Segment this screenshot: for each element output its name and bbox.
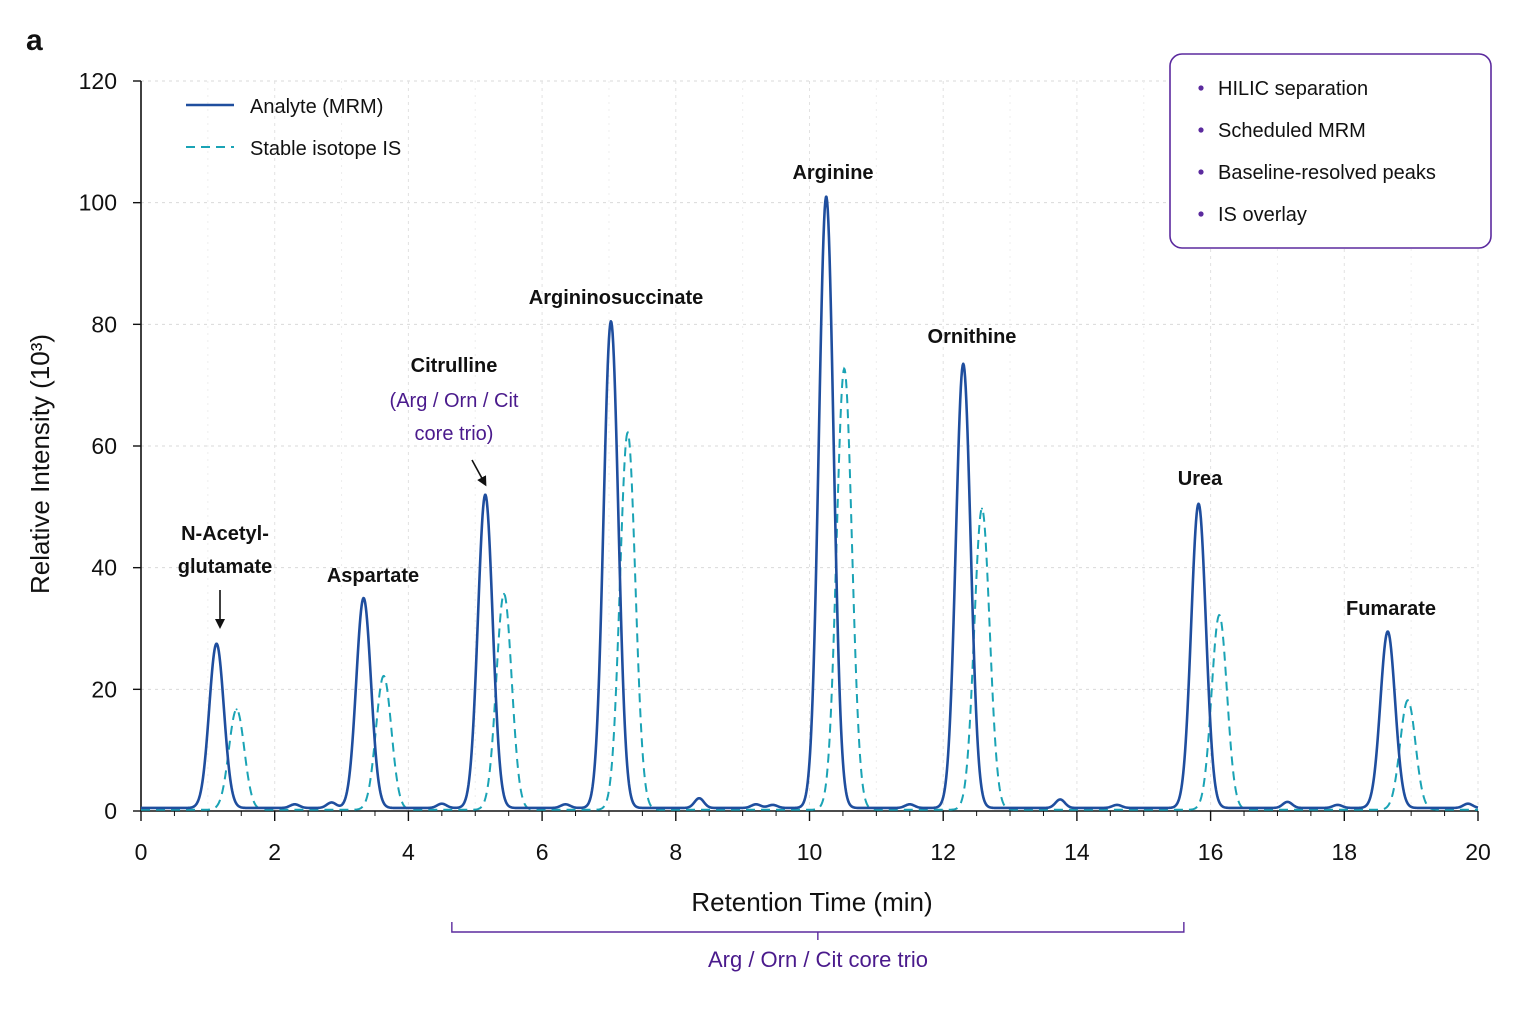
x-tick-label: 4 xyxy=(402,839,415,865)
x-tick-label: 12 xyxy=(930,839,956,865)
is-peak-point xyxy=(980,507,983,510)
is-peak-point xyxy=(382,674,385,677)
peak-label: glutamate xyxy=(178,556,272,578)
x-tick-label: 18 xyxy=(1332,839,1358,865)
axes: 0 20 40 60 80 100 120 0 2 4 6 8 10 12 14 16 18 20 xyxy=(79,68,1491,865)
peak-label: Arginine xyxy=(792,162,873,184)
x-tick-label: 0 xyxy=(135,839,148,865)
callout-item: IS overlay xyxy=(1218,204,1307,226)
panel-label: a xyxy=(26,24,43,57)
peak-label: Argininosuccinate xyxy=(529,287,703,309)
peak-label: Aspartate xyxy=(327,565,419,587)
callout-item: HILIC separation xyxy=(1218,78,1368,100)
callout-bullet xyxy=(1198,211,1204,217)
analyte-peak-point xyxy=(1197,502,1200,505)
grid xyxy=(141,80,1479,811)
peak-label: Ornithine xyxy=(928,326,1017,348)
bracket-label: Arg / Orn / Cit core trio xyxy=(708,947,928,972)
y-tick-label: 100 xyxy=(79,190,117,216)
y-axis-title: Relative Intensity (10³) xyxy=(25,334,55,594)
peak-label: N-Acetyl- xyxy=(181,523,269,545)
callout-bullet xyxy=(1198,169,1204,175)
x-tick-label: 20 xyxy=(1465,839,1491,865)
x-tick-label: 10 xyxy=(797,839,823,865)
analyte-peak-point xyxy=(215,642,218,645)
peak-labels: N-Acetyl-glutamate Aspartate Citrulline (Ar… xyxy=(178,162,1436,629)
callout-item: Baseline-resolved peaks xyxy=(1218,162,1436,184)
peak-label: Citrulline xyxy=(411,355,498,377)
legend: Analyte (MRM) Stable isotope IS xyxy=(186,96,401,160)
analyte-peak-point xyxy=(825,195,828,198)
x-axis-title: Retention Time (min) xyxy=(691,887,932,917)
feature-callout-box: HILIC separation Scheduled MRM Baseline-re… xyxy=(1169,53,1492,249)
is-peak-point xyxy=(1406,699,1409,702)
plot-area xyxy=(140,195,1479,811)
analyte-peak-point xyxy=(609,320,613,323)
analyte-peak-point xyxy=(484,493,487,496)
x-tick-label: 2 xyxy=(268,839,281,865)
is-peak-point xyxy=(502,592,505,595)
analyte-peak-point xyxy=(362,596,365,600)
x-tick-label: 6 xyxy=(536,839,549,865)
x-tick-label: 16 xyxy=(1198,839,1224,865)
core-trio-bracket: Arg / Orn / Cit core trio xyxy=(451,922,1185,972)
analyte-peak-point xyxy=(1386,630,1389,633)
bracket-line xyxy=(451,922,1185,940)
x-tick-label: 14 xyxy=(1064,839,1090,865)
peak-label: Fumarate xyxy=(1346,598,1436,620)
y-tick-label: 120 xyxy=(79,68,117,94)
y-tick-label: 40 xyxy=(91,555,117,581)
legend-label-is: Stable isotope IS xyxy=(250,138,401,160)
is-peak-point xyxy=(235,708,238,711)
y-tick-label: 20 xyxy=(91,676,117,702)
is-peak-point xyxy=(626,431,629,434)
callout-bullet xyxy=(1198,127,1204,133)
x-tick-label: 8 xyxy=(669,839,682,865)
y-tick-label: 60 xyxy=(91,433,117,459)
y-tick-label: 80 xyxy=(91,311,117,337)
peak-arrow xyxy=(471,459,487,487)
y-tick-label: 0 xyxy=(104,798,117,824)
callout-item: Scheduled MRM xyxy=(1218,120,1366,142)
callout-bullet xyxy=(1198,85,1204,91)
legend-label-analyte: Analyte (MRM) xyxy=(250,96,383,118)
is-peak-point xyxy=(1218,614,1221,617)
peak-label: Urea xyxy=(1178,468,1223,490)
callout-border xyxy=(1169,53,1492,249)
analyte-peak-point xyxy=(962,362,965,366)
peak-note: (Arg / Orn / Cit xyxy=(390,390,519,412)
peak-note: core trio) xyxy=(415,423,494,445)
is-trace-line xyxy=(141,366,1478,811)
is-peak-point xyxy=(843,367,846,370)
